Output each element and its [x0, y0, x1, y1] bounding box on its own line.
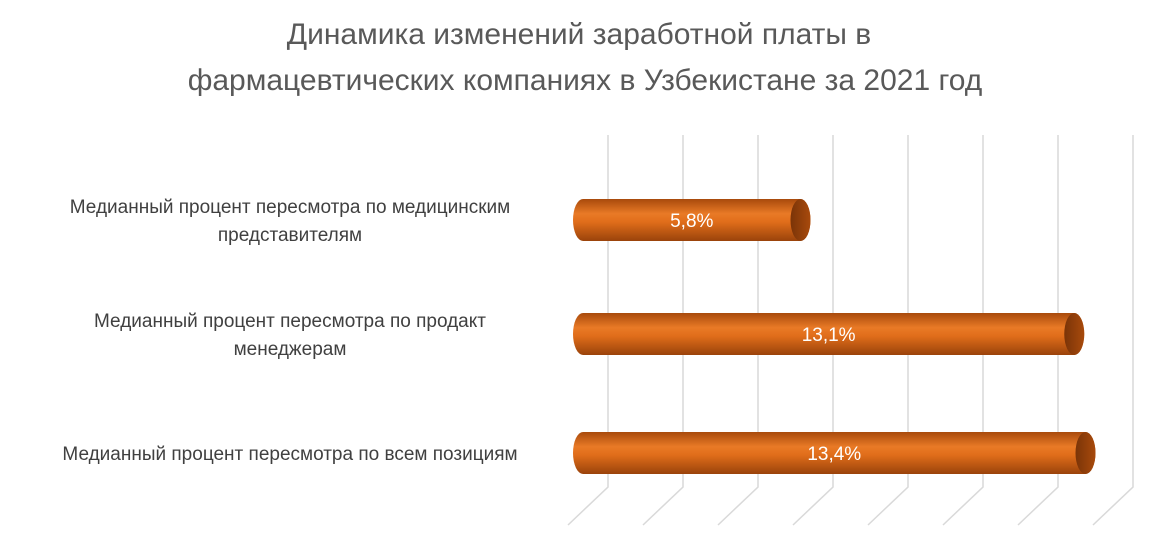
data-label: 13,1%	[802, 325, 856, 346]
gridline	[867, 135, 909, 526]
bar-group: 13,4%	[573, 432, 1096, 474]
bar-end-cap	[1064, 313, 1085, 355]
gridline	[642, 135, 684, 526]
bar-group: 13,1%	[573, 313, 1085, 355]
data-label: 13,4%	[807, 444, 861, 465]
gridline	[567, 135, 609, 526]
bar-group: 5,8%	[573, 199, 811, 241]
bar	[573, 199, 811, 241]
gridline	[1017, 135, 1059, 526]
gridline	[942, 135, 984, 526]
gridline	[717, 135, 759, 526]
bar-end-cap	[790, 199, 811, 241]
chart-title-line-2: фармацевтических компаниях в Узбекистане…	[188, 64, 983, 97]
bars: 5,8% 13,1% 13,4%	[573, 199, 1096, 474]
category-label: Медианный процент пересмотра по всем поз…	[62, 444, 517, 465]
category-labels: Медианный процент пересмотра по медицинс…	[62, 197, 517, 465]
category-label: Медианный процент пересмотра по медицинс…	[70, 197, 510, 246]
bar	[573, 313, 1085, 355]
bar-end-cap	[1075, 432, 1096, 474]
gridline	[1092, 135, 1134, 526]
gridlines	[567, 135, 1134, 526]
gridline	[792, 135, 834, 526]
category-label: Медианный процент пересмотра по продакт м…	[94, 311, 486, 360]
bar	[573, 432, 1096, 474]
chart-title-line-1: Динамика изменений заработной платы в	[287, 18, 871, 51]
data-label: 5,8%	[670, 211, 713, 232]
